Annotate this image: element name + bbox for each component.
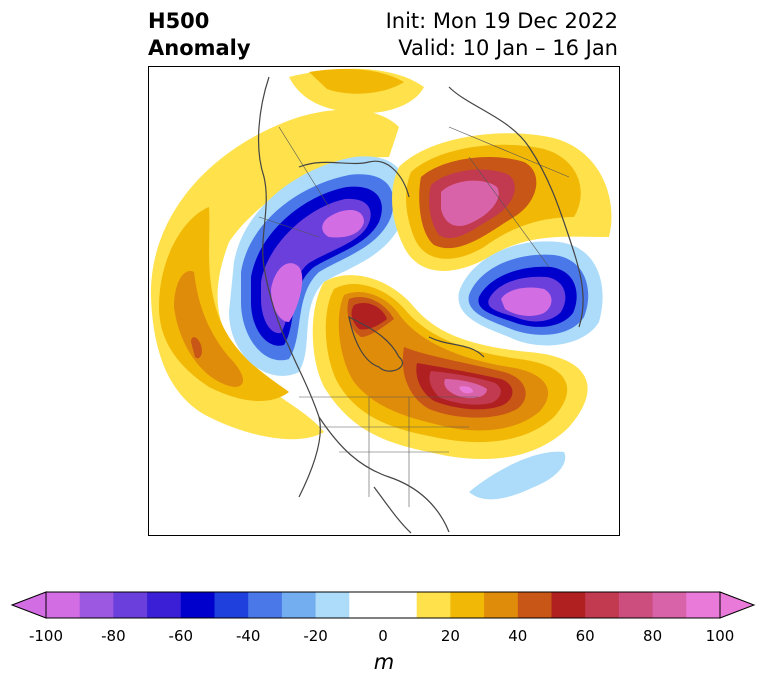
colorbar-tick-label: -60 [168, 627, 194, 645]
init-date: Init: Mon 19 Dec 2022 [385, 9, 618, 33]
contour-siberia-ridge-core [441, 180, 499, 227]
colorbar-bin [686, 592, 721, 618]
colorbar-bin [383, 592, 418, 618]
colorbar-extend-low [10, 591, 47, 619]
contour-pacific-ridge-inner [174, 271, 244, 387]
colorbar-bin [147, 592, 182, 618]
colorbar-bin [484, 592, 519, 618]
contour-canada-ridge-peak [459, 386, 473, 394]
coastlines [257, 76, 584, 534]
colorbar-bin [248, 592, 283, 618]
colorbar-bin [79, 592, 114, 618]
colorbar-unit: m [373, 650, 395, 674]
colorbar-tick-label: -20 [303, 627, 328, 645]
colorbar-outline [45, 591, 721, 619]
chart-dates: Init: Mon 19 Dec 2022 Valid: 10 Jan – 16… [386, 8, 618, 62]
colorbar-tick-label: -80 [101, 627, 126, 645]
colorbar-tick-label: 0 [378, 627, 388, 645]
country-borders [258, 126, 570, 507]
colorbar-bin [315, 592, 350, 618]
colorbar-bin [180, 592, 215, 618]
contour-pacific-ridge-core [191, 337, 202, 359]
colorbar-tick-label: 40 [508, 627, 528, 645]
colorbar-bin [349, 592, 384, 618]
colorbar-bin [517, 592, 552, 618]
contour-north-ridge-mid [309, 69, 404, 94]
colorbar-bin [113, 592, 148, 618]
colorbar-bin [416, 592, 451, 618]
colorbar-bin [46, 592, 81, 618]
colorbar-bins [46, 592, 721, 618]
title-field: Anomaly [148, 36, 251, 60]
anomaly-map [150, 68, 612, 534]
colorbar-bin [214, 592, 249, 618]
contour-russia-trough-core [501, 287, 552, 316]
colorbar-tick-label: 80 [643, 627, 663, 645]
colorbar-tick-label: 100 [705, 627, 735, 645]
contour-scandinavia-trough-core [271, 210, 364, 322]
colorbar-tick-label: 60 [575, 627, 595, 645]
colorbar-bin [281, 592, 317, 618]
colorbar-bin [618, 592, 654, 618]
contour-atlantic-trough [469, 451, 566, 500]
colorbar-bin [450, 592, 485, 618]
colorbar-tick-label: -40 [235, 627, 261, 645]
valid-range: Valid: 10 Jan – 16 Jan [398, 36, 618, 60]
map-panel [148, 66, 620, 536]
colorbar [10, 591, 756, 619]
colorbar-bin [585, 592, 620, 618]
colorbar-bin [551, 592, 586, 618]
colorbar-tick-label: -100 [28, 627, 64, 645]
colorbar-tick-label: 20 [440, 627, 460, 645]
colorbar-bin [652, 592, 687, 618]
chart-title: H500 Anomaly [148, 8, 251, 62]
colorbar-extend-high [719, 591, 756, 619]
title-variable: H500 [148, 9, 210, 33]
